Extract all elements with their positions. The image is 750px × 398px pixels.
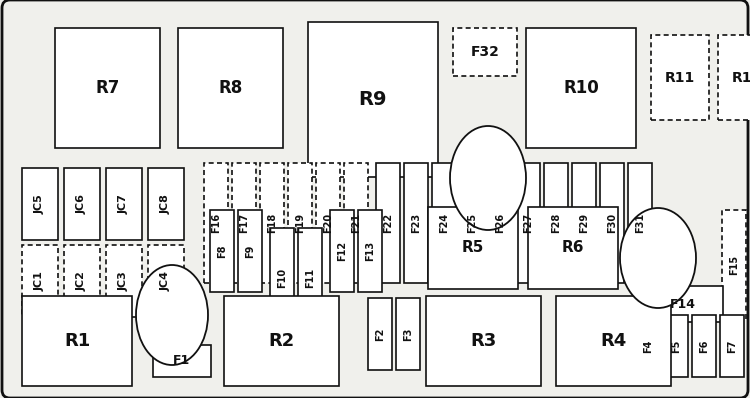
Text: F21: F21 xyxy=(351,213,361,233)
Bar xyxy=(232,163,256,283)
Text: F10: F10 xyxy=(277,268,287,288)
Bar xyxy=(22,168,58,240)
Bar xyxy=(636,315,660,377)
Bar xyxy=(178,28,283,148)
Bar xyxy=(526,28,636,148)
Bar xyxy=(628,163,652,283)
Bar xyxy=(22,296,132,386)
Bar xyxy=(204,163,228,283)
Bar xyxy=(428,207,518,289)
Bar xyxy=(55,28,160,148)
Text: R3: R3 xyxy=(470,332,496,350)
Bar xyxy=(722,210,746,320)
Bar xyxy=(64,245,100,317)
Text: JC5: JC5 xyxy=(35,194,45,214)
Text: F26: F26 xyxy=(495,213,505,233)
Text: F4: F4 xyxy=(643,339,653,353)
Text: R7: R7 xyxy=(95,79,120,97)
Bar xyxy=(148,245,184,317)
Bar xyxy=(330,210,354,292)
Text: F30: F30 xyxy=(607,213,617,233)
Bar xyxy=(720,315,744,377)
Bar xyxy=(260,163,284,283)
Bar xyxy=(148,168,184,240)
Text: JC3: JC3 xyxy=(119,271,129,291)
Text: R12: R12 xyxy=(732,70,750,84)
Text: F24: F24 xyxy=(439,213,449,233)
Text: R6: R6 xyxy=(562,240,584,256)
Text: F2: F2 xyxy=(375,327,385,341)
Text: F32: F32 xyxy=(470,45,500,59)
Text: F22: F22 xyxy=(383,213,393,233)
Bar xyxy=(298,228,322,328)
Bar xyxy=(692,315,716,377)
Ellipse shape xyxy=(620,208,696,308)
Text: F31: F31 xyxy=(635,213,645,233)
Text: F9: F9 xyxy=(245,244,255,258)
Text: F12: F12 xyxy=(337,241,347,261)
Bar xyxy=(664,315,688,377)
Bar xyxy=(528,207,618,289)
Bar xyxy=(426,296,541,386)
Text: F29: F29 xyxy=(579,213,589,233)
Text: F18: F18 xyxy=(267,213,277,233)
Text: F14: F14 xyxy=(670,297,696,310)
Bar xyxy=(396,298,420,370)
Text: R11: R11 xyxy=(664,70,695,84)
Text: F15: F15 xyxy=(729,255,739,275)
Bar xyxy=(308,22,438,177)
Bar xyxy=(210,210,234,292)
Bar xyxy=(572,163,596,283)
Text: F1: F1 xyxy=(173,355,190,367)
Text: F19: F19 xyxy=(295,213,305,233)
Bar xyxy=(544,163,568,283)
Text: R9: R9 xyxy=(358,90,387,109)
Text: JC7: JC7 xyxy=(119,194,129,214)
Ellipse shape xyxy=(450,126,526,230)
Bar xyxy=(600,163,624,283)
Bar xyxy=(368,298,392,370)
Text: F8: F8 xyxy=(217,244,227,258)
Bar xyxy=(288,163,312,283)
Text: R8: R8 xyxy=(218,79,243,97)
Bar xyxy=(238,210,262,292)
Bar xyxy=(64,168,100,240)
Bar xyxy=(316,163,340,283)
Bar xyxy=(404,163,428,283)
Text: F6: F6 xyxy=(699,339,709,353)
Text: R1: R1 xyxy=(64,332,90,350)
Bar xyxy=(460,163,484,283)
Bar xyxy=(22,245,58,317)
Bar xyxy=(153,345,211,377)
Text: F7: F7 xyxy=(727,339,737,353)
Bar xyxy=(270,228,294,328)
Ellipse shape xyxy=(136,265,208,365)
Text: F25: F25 xyxy=(467,213,477,233)
Text: F16: F16 xyxy=(211,213,221,233)
Text: R2: R2 xyxy=(268,332,295,350)
Bar xyxy=(651,35,709,120)
Bar xyxy=(516,163,540,283)
Text: F23: F23 xyxy=(411,213,421,233)
Bar xyxy=(488,163,512,283)
Text: JC2: JC2 xyxy=(77,271,87,291)
Bar xyxy=(453,28,517,76)
Text: JC6: JC6 xyxy=(77,194,87,214)
Text: JC4: JC4 xyxy=(161,271,171,291)
Bar xyxy=(224,296,339,386)
Bar xyxy=(106,245,142,317)
Text: F20: F20 xyxy=(323,213,333,233)
Bar xyxy=(643,286,723,322)
Text: R5: R5 xyxy=(462,240,484,256)
Text: F11: F11 xyxy=(305,268,315,288)
Bar xyxy=(556,296,671,386)
Text: F3: F3 xyxy=(403,327,413,341)
Bar xyxy=(344,163,368,283)
Text: F5: F5 xyxy=(671,339,681,353)
Bar xyxy=(106,168,142,240)
Bar xyxy=(432,163,456,283)
Text: R4: R4 xyxy=(600,332,627,350)
Text: F13: F13 xyxy=(365,241,375,261)
Text: R10: R10 xyxy=(563,79,598,97)
